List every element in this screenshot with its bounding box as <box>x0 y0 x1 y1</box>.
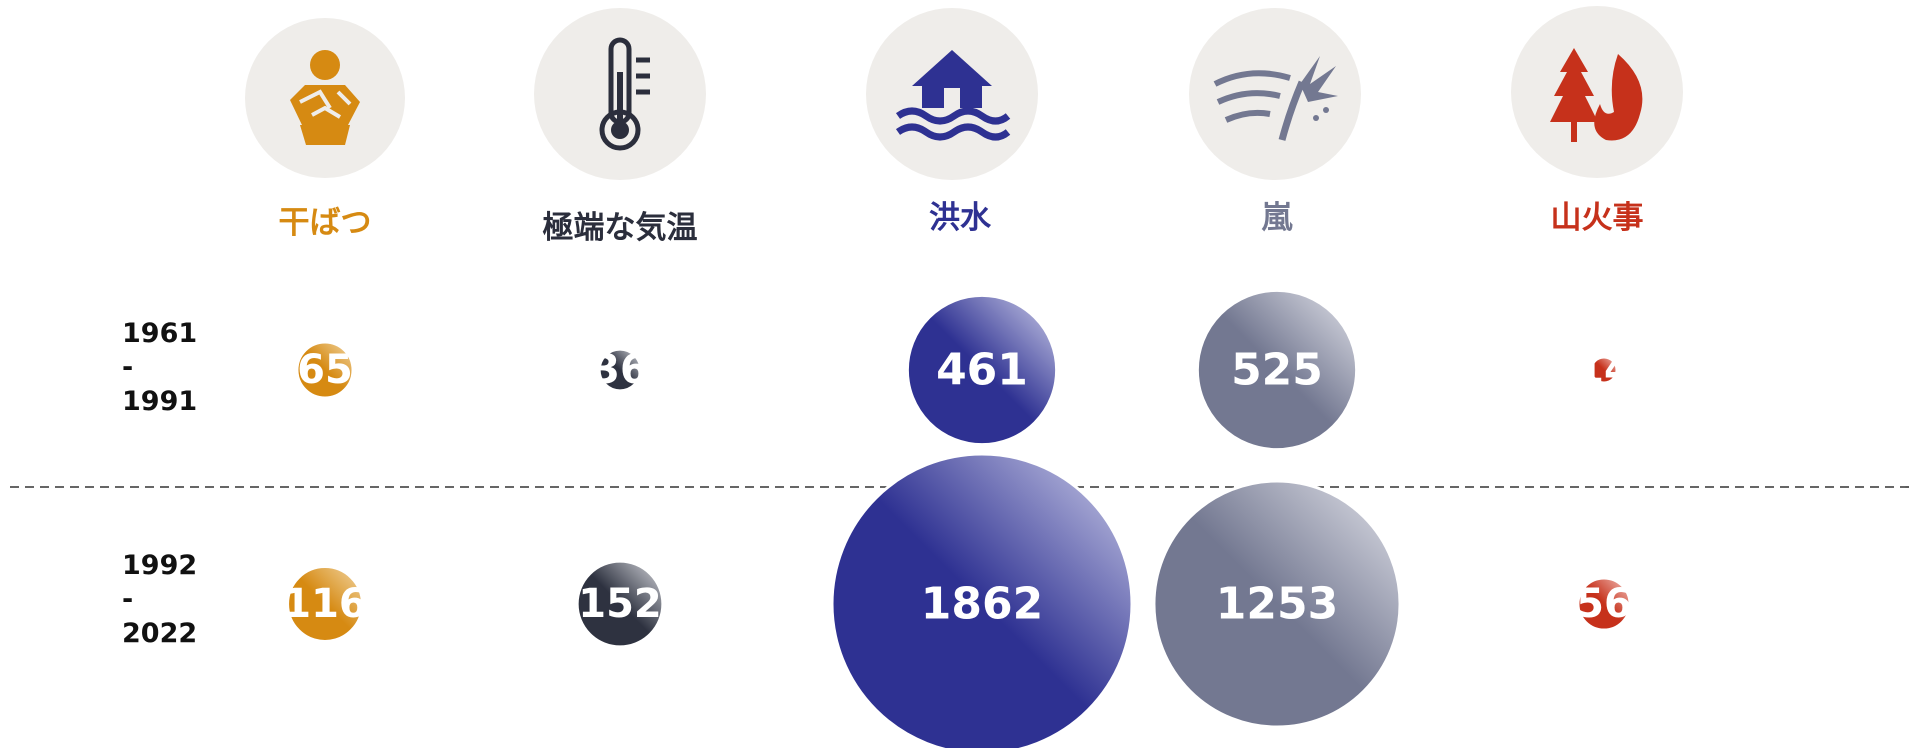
period-1-start: 1961 <box>122 318 197 349</box>
bubble-1-1 <box>295 340 355 400</box>
category-label-wildfire: 山火事 <box>1551 200 1644 236</box>
category-label-storm: 嵐 <box>1262 200 1294 236</box>
flood-house-icon <box>895 50 1011 141</box>
thermometer-icon <box>599 37 650 151</box>
drought-icon <box>290 50 360 145</box>
bubble-2-1 <box>286 565 364 643</box>
bubble-value-2-3: 1862 <box>921 579 1043 630</box>
wildfire-icon-bg <box>1511 6 1683 178</box>
bubble-2-4 <box>1152 479 1402 729</box>
bubble-value-1-2: 36 <box>592 347 648 393</box>
bubble-2-5 <box>1576 576 1632 632</box>
storm-wind-icon <box>1213 56 1338 141</box>
category-labels: 干ばつ 極端な気温 洪水 嵐 山火事 <box>279 200 1644 246</box>
bubble-value-1-3: 461 <box>936 345 1028 396</box>
category-label-drought: 干ばつ <box>279 205 372 241</box>
category-icons <box>245 6 1683 180</box>
bubble-value-2-2: 152 <box>578 581 662 627</box>
bubble-value-2-4: 1253 <box>1216 579 1338 630</box>
bubble-1-4 <box>1195 288 1359 452</box>
period-2-dash: - <box>122 584 133 615</box>
bubble-1-5 <box>1589 355 1619 385</box>
category-label-flood: 洪水 <box>929 200 992 236</box>
period-label-1: 1961 - 1991 <box>122 318 197 417</box>
bubble-value-2-1: 116 <box>283 581 367 627</box>
bubble-2-2 <box>575 559 665 649</box>
bubble-value-2-5: 56 <box>1576 581 1632 627</box>
wildfire-icon <box>1550 48 1643 142</box>
category-label-extreme-temp: 極端な気温 <box>543 210 698 246</box>
period-1-end: 1991 <box>122 386 197 417</box>
period-2-end: 2022 <box>122 618 197 649</box>
bubble-value-1-5: 14 <box>1576 347 1632 393</box>
bubble-1-3 <box>905 293 1059 447</box>
period-1-dash: - <box>122 352 133 383</box>
period-2-start: 1992 <box>122 550 197 581</box>
period-label-2: 1992 - 2022 <box>122 550 197 649</box>
bubble-value-1-1: 65 <box>297 347 353 393</box>
bubble-value-1-4: 525 <box>1231 345 1323 396</box>
bubble-2-3 <box>830 452 1134 748</box>
bubble-1-2 <box>597 347 643 393</box>
bubbles-layer: 65 36 461 525 14 116 152 1862 1253 56 <box>283 288 1632 748</box>
